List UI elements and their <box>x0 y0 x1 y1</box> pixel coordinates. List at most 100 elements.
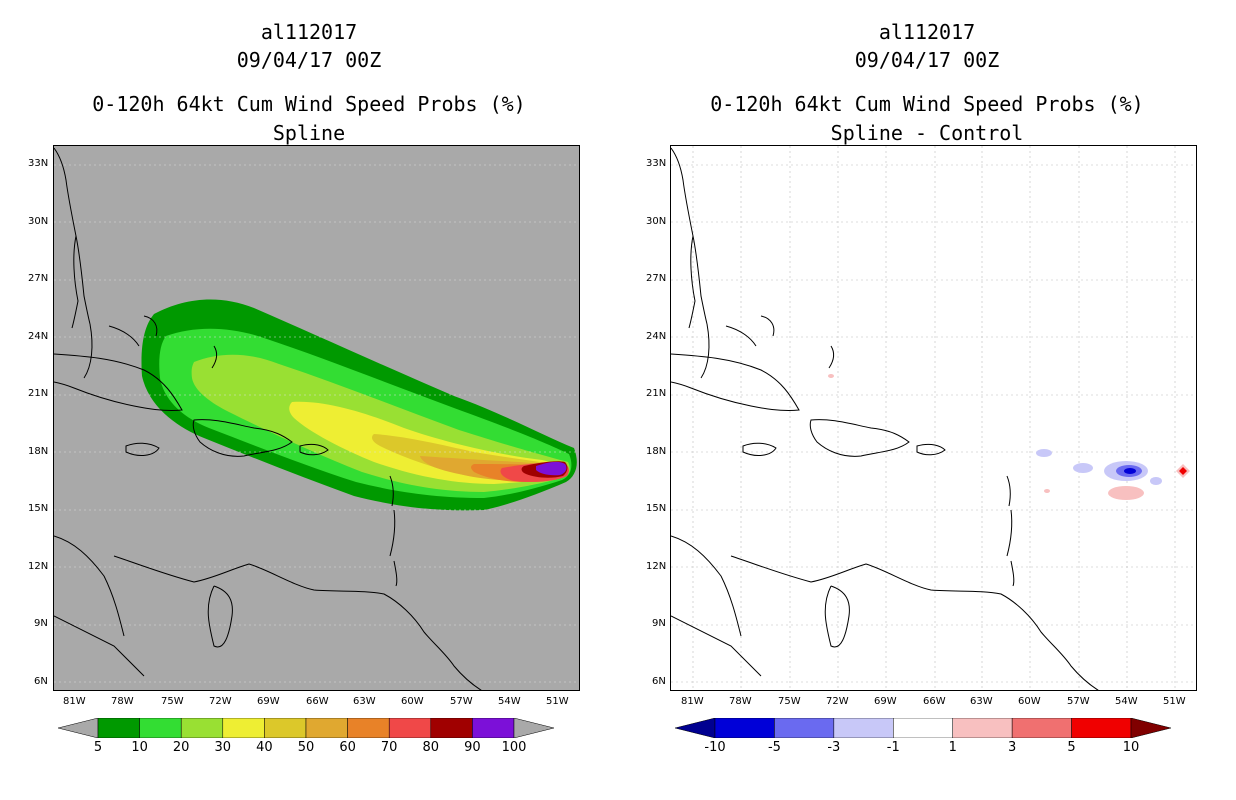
lat-label: 18N <box>646 446 667 457</box>
diff-pos-small <box>1044 489 1050 493</box>
colorbar-tick-label: -10 <box>704 740 726 755</box>
lat-label: 24N <box>28 331 49 342</box>
lon-label: 54W <box>1115 696 1138 707</box>
lat-label: 12N <box>28 561 49 572</box>
lat-label: 15N <box>646 503 667 514</box>
lon-label: 66W <box>923 696 946 707</box>
lon-label: 51W <box>546 696 569 707</box>
left-colorbar-swatches <box>57 717 555 739</box>
lat-label: 6N <box>34 676 48 687</box>
lat-label: 12N <box>646 561 667 572</box>
right-difference-map <box>670 145 1197 691</box>
right-graticule <box>671 146 1196 690</box>
lon-label: 51W <box>1163 696 1186 707</box>
lat-label: 21N <box>646 388 667 399</box>
colorbar-under-triangle <box>57 717 99 739</box>
right-coastlines <box>671 147 1099 690</box>
colorbar-tick-label: 5 <box>93 740 103 755</box>
right-product-title: 0-120h 64kt Cum Wind Speed Probs (%) <box>710 92 1144 116</box>
colorbar-tick-label: -1 <box>886 740 900 755</box>
lat-label: 18N <box>28 446 49 457</box>
lon-label: 69W <box>874 696 897 707</box>
diff-neg-core <box>1124 468 1136 474</box>
colorbar-tick-label: 3 <box>1008 740 1017 755</box>
lon-label: 72W <box>209 696 232 707</box>
diff-neg-small-west <box>1036 449 1052 457</box>
colorbar-swatch <box>180 717 224 739</box>
colorbar-swatch <box>264 717 307 739</box>
colorbar-swatch <box>222 717 265 739</box>
diff-neg-light <box>1073 463 1093 473</box>
left-probability-map <box>53 145 580 691</box>
lat-label: 15N <box>28 503 49 514</box>
lon-label: 78W <box>729 696 752 707</box>
lon-label: 60W <box>1018 696 1041 707</box>
colorbar-over-triangle <box>513 717 555 739</box>
lon-label: 63W <box>970 696 993 707</box>
colorbar-tick-label: 80 <box>422 740 440 755</box>
left-datetime: 09/04/17 00Z <box>236 48 382 72</box>
left-coastlines <box>54 147 482 690</box>
right-colorbar <box>674 717 1172 739</box>
colorbar-swatch <box>305 717 348 739</box>
lon-label: 66W <box>306 696 329 707</box>
colorbar-tick-label: -3 <box>827 740 841 755</box>
lon-label: 81W <box>681 696 704 707</box>
lat-label: 24N <box>646 331 667 342</box>
lat-label: 6N <box>652 676 666 687</box>
lat-label: 30N <box>646 216 667 227</box>
left-colorbar <box>57 717 555 739</box>
colorbar-swatch <box>139 717 182 739</box>
colorbar-swatch <box>833 717 894 739</box>
colorbar-swatch <box>714 717 775 739</box>
lat-label: 27N <box>646 273 667 284</box>
lat-label: 33N <box>28 158 49 169</box>
lat-label: 21N <box>28 388 49 399</box>
left-map-canvas <box>54 147 579 690</box>
colorbar-tick-label: 1 <box>948 740 957 755</box>
colorbar-swatch <box>430 717 473 739</box>
colorbar-swatch <box>97 717 140 739</box>
left-subtitle: Spline <box>272 121 346 145</box>
lat-label: 9N <box>652 618 666 629</box>
colorbar-tick-label: 10 <box>1122 740 1140 755</box>
lon-label: 69W <box>257 696 280 707</box>
lon-label: 57W <box>450 696 473 707</box>
colorbar-tick-label: 30 <box>214 740 232 755</box>
lat-label: 30N <box>28 216 49 227</box>
lat-label: 33N <box>646 158 667 169</box>
lon-label: 60W <box>401 696 424 707</box>
colorbar-swatch <box>1071 717 1132 739</box>
colorbar-tick-label: 40 <box>256 740 273 755</box>
colorbar-tick-label: 5 <box>1067 740 1076 755</box>
right-map-canvas <box>671 146 1196 690</box>
lon-label: 75W <box>161 696 184 707</box>
colorbar-swatch <box>774 717 835 739</box>
colorbar-swatch <box>1011 717 1072 739</box>
right-subtitle: Spline - Control <box>830 121 1024 145</box>
colorbar-tick-label: 90 <box>464 740 481 755</box>
prob-band-90-100 <box>536 461 567 476</box>
colorbar-swatch <box>893 717 953 739</box>
colorbar-tick-label: 70 <box>380 740 398 755</box>
colorbar-tick-label: 60 <box>339 740 356 755</box>
lat-label: 27N <box>28 273 49 284</box>
lon-label: 75W <box>778 696 801 707</box>
lon-label: 63W <box>353 696 376 707</box>
lat-label: 9N <box>34 618 48 629</box>
colorbar-tick-label: -5 <box>767 740 781 755</box>
colorbar-swatch <box>952 717 1013 739</box>
right-storm-id: al112017 <box>878 20 976 44</box>
lon-label: 78W <box>111 696 134 707</box>
colorbar-swatch <box>347 717 390 739</box>
colorbar-swatch <box>472 717 515 739</box>
lon-label: 57W <box>1067 696 1090 707</box>
left-product-title: 0-120h 64kt Cum Wind Speed Probs (%) <box>92 92 526 116</box>
lon-label: 81W <box>63 696 86 707</box>
right-datetime: 09/04/17 00Z <box>854 48 1000 72</box>
diff-pos-peak-core <box>1179 467 1187 475</box>
diff-pos-south <box>1108 486 1144 500</box>
colorbar-tick-label: 100 <box>501 740 527 755</box>
colorbar-under-triangle <box>674 717 716 739</box>
colorbar-tick-label: 10 <box>131 740 148 755</box>
